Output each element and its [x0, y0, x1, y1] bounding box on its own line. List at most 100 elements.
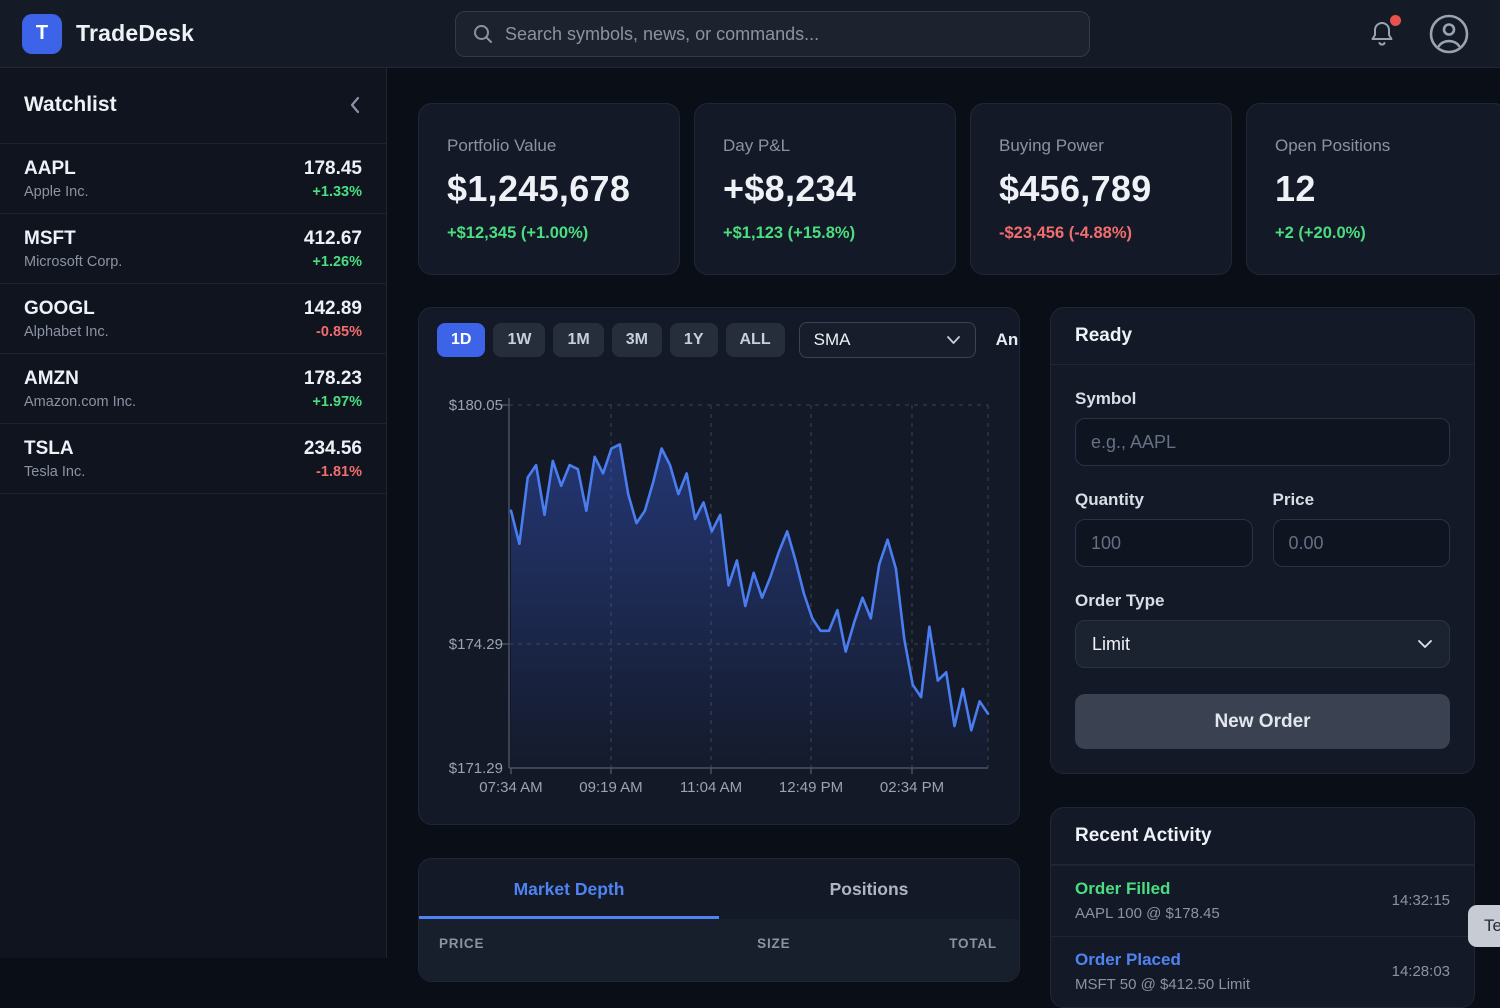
brand-title: TradeDesk	[76, 20, 195, 46]
bell-icon	[1371, 21, 1393, 45]
watchlist-sidebar: Watchlist AAPL Apple Inc. 178.45 +1.33% …	[0, 68, 387, 958]
order-type-label: Order Type	[1075, 591, 1165, 610]
main-content: Portfolio Value $1,245,678 +$12,345 (+1.…	[387, 68, 1500, 1008]
symbol-input[interactable]	[1075, 418, 1450, 466]
price-area	[511, 444, 988, 768]
watchlist-row-tsla[interactable]: TSLA Tesla Inc. 234.56 -1.81%	[0, 424, 386, 494]
ticker-change: +1.26%	[312, 253, 362, 270]
tab-positions[interactable]: Positions	[829, 879, 909, 899]
company-name: Alphabet Inc.	[24, 323, 109, 340]
price-chart-svg[interactable]: $180.05 $174.29 $171.29 07:34 AM 09:19 A…	[419, 370, 1019, 824]
stat-value: +$8,234	[723, 168, 857, 209]
x-tick-label: 02:34 PM	[880, 779, 944, 796]
user-avatar-icon	[1429, 14, 1469, 53]
timeframe-1d-button[interactable]: 1D	[437, 323, 486, 357]
stat-value: $1,245,678	[447, 168, 631, 209]
ticker-symbol: GOOGL	[24, 297, 95, 319]
quantity-input[interactable]	[1075, 519, 1253, 567]
chevron-down-icon	[946, 336, 960, 344]
quantity-label: Quantity	[1075, 490, 1144, 509]
price-input[interactable]	[1272, 519, 1450, 567]
stat-card-buying-power: Buying Power $456,789 -$23,456 (-4.88%)	[970, 103, 1232, 275]
stat-label: Open Positions	[1275, 136, 1391, 155]
ticker-price: 178.23	[303, 367, 362, 389]
timeframe-3m-button[interactable]: 3M	[611, 323, 662, 357]
search-input[interactable]	[505, 23, 1073, 45]
stat-label: Buying Power	[999, 136, 1104, 155]
activity-time: 14:32:15	[1391, 892, 1450, 909]
recent-activity-panel: Recent Activity Order Filled AAPL 100 @ …	[1050, 807, 1475, 1008]
timeframe-1y-button[interactable]: 1Y	[669, 323, 718, 357]
collapse-sidebar-button[interactable]	[348, 95, 362, 115]
x-tick-label: 09:19 AM	[579, 779, 642, 796]
timeframe-1m-button[interactable]: 1M	[553, 323, 604, 357]
symbol-label: Symbol	[1075, 389, 1137, 408]
watchlist-row-googl[interactable]: GOOGL Alphabet Inc. 142.89 -0.85%	[0, 284, 386, 354]
y-tick-label: $180.05	[449, 397, 503, 414]
market-depth-panel: Market Depth Positions PRICE SIZE TOTAL	[418, 858, 1020, 982]
order-type-select[interactable]: Limit	[1075, 620, 1450, 668]
tab-market-depth[interactable]: Market Depth	[419, 859, 719, 919]
company-name: Microsoft Corp.	[24, 253, 123, 270]
chart-toolbar: 1D 1W 1M 3M 1Y ALL SMA Annotations	[419, 308, 1019, 370]
logo-letter: T	[35, 22, 49, 44]
stat-change: +2 (+20.0%)	[1275, 224, 1366, 242]
stat-label: Day P&L	[723, 136, 791, 155]
toast-notification: Te	[1468, 905, 1500, 947]
stat-value: 12	[1275, 168, 1316, 209]
watchlist-row-msft[interactable]: MSFT Microsoft Corp. 412.67 +1.26%	[0, 214, 386, 284]
y-tick-label: $171.29	[449, 760, 503, 777]
app-logo: T	[22, 13, 62, 54]
notification-badge	[1390, 14, 1401, 26]
indicator-select[interactable]: SMA	[798, 322, 976, 358]
ticker-symbol: AMZN	[24, 367, 79, 389]
stat-change: +$1,123 (+15.8%)	[723, 224, 856, 242]
company-name: Amazon.com Inc.	[24, 393, 137, 410]
x-tick-label: 11:04 AM	[680, 779, 742, 796]
column-price: PRICE	[439, 936, 485, 951]
activity-time: 14:28:03	[1391, 963, 1450, 980]
stat-card-open-positions: Open Positions 12 +2 (+20.0%)	[1246, 103, 1500, 275]
company-name: Apple Inc.	[24, 183, 89, 200]
timeframe-all-button[interactable]: ALL	[725, 323, 785, 357]
ticker-symbol: MSFT	[24, 227, 76, 249]
timeframe-1w-button[interactable]: 1W	[493, 323, 546, 357]
ticker-change: -0.85%	[316, 323, 362, 340]
x-tick-label: 07:34 AM	[479, 779, 542, 796]
indicator-value: SMA	[813, 330, 851, 349]
order-type-value: Limit	[1092, 633, 1131, 654]
order-status: Ready	[1051, 308, 1474, 365]
ticker-price: 178.45	[303, 157, 362, 179]
ticker-change: -1.81%	[316, 463, 362, 480]
activity-event: Order Filled	[1075, 879, 1171, 898]
stat-card-day-pnl: Day P&L +$8,234 +$1,123 (+15.8%)	[694, 103, 956, 275]
ticker-change: +1.97%	[312, 393, 362, 410]
notifications-button[interactable]	[1368, 14, 1401, 49]
activity-detail: MSFT 50 @ $412.50 Limit	[1075, 976, 1251, 993]
stat-change: +$12,345 (+1.00%)	[447, 224, 589, 242]
activity-event: Order Placed	[1075, 950, 1181, 969]
global-search[interactable]	[455, 11, 1090, 57]
watchlist-row-aapl[interactable]: AAPL Apple Inc. 178.45 +1.33%	[0, 144, 386, 214]
annotations-button[interactable]: Annotations	[996, 330, 1019, 350]
top-bar: T TradeDesk	[0, 0, 1500, 68]
account-button[interactable]	[1428, 13, 1470, 55]
depth-table-header: PRICE SIZE TOTAL	[419, 919, 1019, 981]
price-line	[509, 443, 990, 732]
watchlist-row-amzn[interactable]: AMZN Amazon.com Inc. 178.23 +1.97%	[0, 354, 386, 424]
new-order-button[interactable]: New Order	[1075, 694, 1450, 749]
price-label: Price	[1272, 490, 1315, 509]
bottom-tabs: Market Depth Positions	[419, 859, 1019, 919]
activity-item: Order Filled AAPL 100 @ $178.45 14:32:15	[1051, 865, 1474, 936]
ticker-symbol: AAPL	[24, 157, 76, 179]
ticker-change: +1.33%	[312, 183, 362, 200]
ticker-price: 142.89	[303, 297, 362, 319]
stat-value: $456,789	[999, 168, 1152, 209]
chevron-left-icon	[350, 96, 360, 114]
activity-detail: AAPL 100 @ $178.45	[1075, 905, 1220, 922]
price-chart-panel: 1D 1W 1M 3M 1Y ALL SMA Annotations	[418, 307, 1020, 825]
order-entry-panel: Ready Symbol Quantity Price	[1050, 307, 1475, 774]
column-size: SIZE	[757, 936, 791, 951]
y-tick-label: $174.29	[449, 636, 503, 653]
stat-cards-row: Portfolio Value $1,245,678 +$12,345 (+1.…	[418, 103, 1500, 275]
